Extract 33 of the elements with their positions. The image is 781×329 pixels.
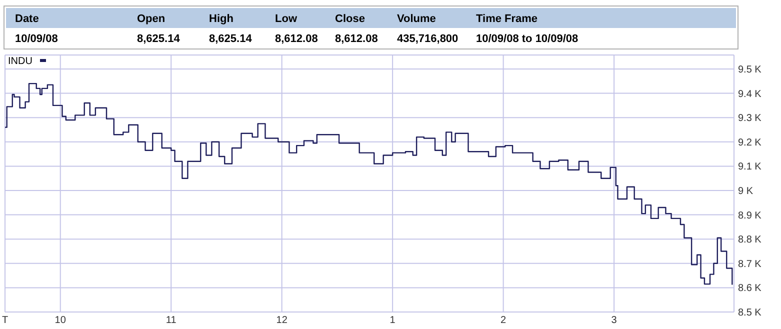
text: High: [209, 13, 234, 25]
text: 435,716,800: [397, 33, 458, 45]
text: 8,612.08: [335, 33, 378, 45]
y-tick-label: 8.7 K: [738, 258, 762, 270]
x-tick-label: 12: [276, 315, 288, 326]
x-tick-label: 3: [611, 315, 618, 326]
text: 10/09/08: [15, 33, 58, 45]
text: 8,625.14: [137, 33, 181, 45]
y-tick-label: 9.2 K: [738, 137, 762, 148]
y-tick-label: 9.5 K: [738, 64, 762, 76]
text: 10/09/08 to 10/09/08: [476, 33, 578, 45]
y-tick-label: 9 K: [738, 186, 754, 197]
x-tick-label: 11: [166, 315, 177, 326]
text: Low: [275, 13, 298, 25]
text: Date: [15, 13, 39, 25]
text: 8,612.08: [275, 33, 318, 45]
legend-label: INDU: [8, 56, 32, 67]
y-tick-label: 8.8 K: [738, 234, 762, 246]
text: Time Frame: [476, 13, 538, 25]
text: 8,625.14: [209, 33, 253, 45]
x-tick-label: T: [2, 315, 8, 326]
y-tick-label: 8.5 K: [738, 308, 762, 318]
x-tick-label: 10: [54, 315, 66, 326]
y-tick-label: 9.3 K: [738, 113, 762, 124]
text: Volume: [397, 13, 436, 25]
y-tick-label: 8.6 K: [738, 283, 762, 294]
y-tick-label: 9.1 K: [738, 162, 762, 173]
y-tick-label: 8.9 K: [738, 210, 762, 222]
y-tick-label: 9.4 K: [738, 88, 762, 100]
text: Open: [137, 13, 166, 25]
text: Close: [335, 13, 365, 25]
x-tick-label: 2: [500, 315, 507, 326]
x-tick-label: 1: [390, 315, 396, 326]
